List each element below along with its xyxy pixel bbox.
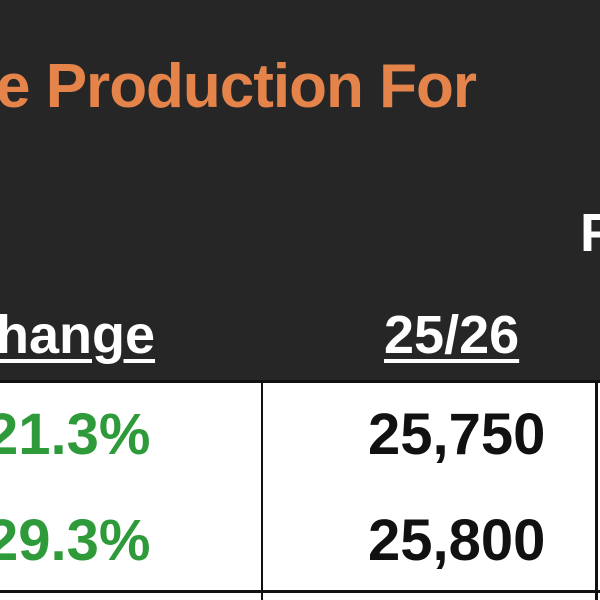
value-cell: 25,750 — [368, 402, 546, 467]
column-header: 25/26 — [384, 305, 520, 365]
percent-cell: 29.3% — [0, 508, 151, 573]
value-cell: 25,800 — [368, 508, 546, 573]
column-header: hange — [0, 305, 156, 365]
percent-cell: 21.3% — [0, 402, 151, 467]
row-border — [0, 590, 600, 593]
column-border — [595, 380, 598, 600]
header-band — [0, 0, 600, 382]
row-border — [0, 380, 600, 383]
column-border — [261, 380, 263, 600]
title: e Production For — [0, 52, 477, 121]
header-fragment: F — [580, 203, 600, 263]
